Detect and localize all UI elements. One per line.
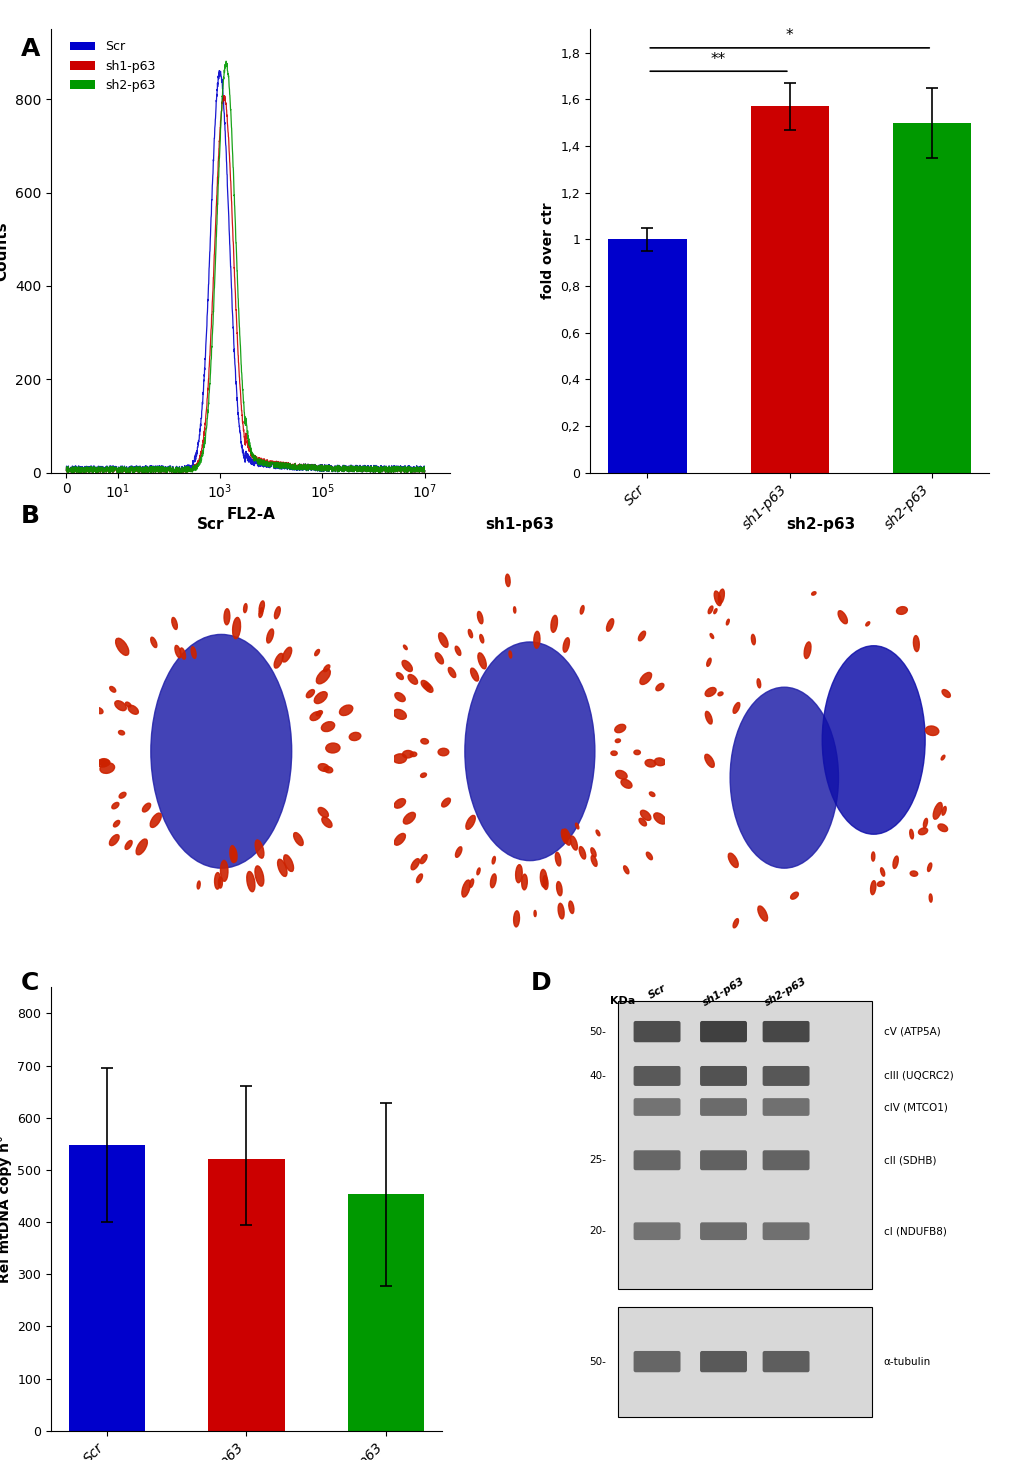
Bar (68, 1145, 146, 1431)
Bar (208, 1159, 284, 1431)
FancyBboxPatch shape (699, 1150, 746, 1171)
FancyBboxPatch shape (762, 1098, 809, 1115)
Text: C: C (20, 971, 39, 994)
FancyBboxPatch shape (762, 1350, 809, 1372)
Text: sh2-p63: sh2-p63 (785, 517, 854, 531)
FancyBboxPatch shape (699, 1350, 746, 1372)
FancyBboxPatch shape (633, 1021, 680, 1042)
FancyBboxPatch shape (699, 1066, 746, 1086)
FancyBboxPatch shape (762, 1021, 809, 1042)
Y-axis label: Counts: Counts (0, 220, 9, 280)
FancyBboxPatch shape (633, 1350, 680, 1372)
FancyBboxPatch shape (699, 1098, 746, 1115)
Text: Scr: Scr (197, 517, 224, 531)
Text: 50-: 50- (589, 1026, 605, 1037)
FancyBboxPatch shape (633, 1222, 680, 1240)
Text: 25-: 25- (589, 1155, 605, 1165)
Legend: Scr, sh1-p63, sh2-p63: Scr, sh1-p63, sh2-p63 (65, 35, 160, 96)
Y-axis label: Rel mtDNA copy n°: Rel mtDNA copy n° (0, 1134, 11, 1283)
FancyBboxPatch shape (618, 1000, 871, 1289)
Text: B: B (20, 504, 40, 527)
FancyBboxPatch shape (762, 1066, 809, 1086)
Bar (347, 1194, 424, 1431)
FancyBboxPatch shape (699, 1222, 746, 1240)
X-axis label: FL2-A: FL2-A (226, 507, 275, 521)
FancyBboxPatch shape (633, 1098, 680, 1115)
FancyBboxPatch shape (618, 1307, 871, 1418)
Text: A: A (20, 36, 40, 60)
Text: D: D (530, 971, 550, 994)
Text: KDa: KDa (609, 996, 635, 1006)
Text: cI (NDUFB8): cI (NDUFB8) (883, 1226, 946, 1237)
Bar (750, 107, 828, 473)
Text: 20-: 20- (589, 1226, 605, 1237)
Text: Scr: Scr (646, 983, 667, 1000)
Text: α-tubulin: α-tubulin (883, 1356, 930, 1367)
Text: cII (SDHB): cII (SDHB) (883, 1155, 935, 1165)
FancyBboxPatch shape (633, 1150, 680, 1171)
FancyBboxPatch shape (633, 1066, 680, 1086)
Text: **: ** (710, 51, 726, 67)
Text: cIV (MTCO1): cIV (MTCO1) (883, 1102, 947, 1113)
Text: cV (ATP5A): cV (ATP5A) (883, 1026, 940, 1037)
Text: sh2-p63: sh2-p63 (762, 975, 808, 1007)
Text: *: * (786, 28, 793, 44)
FancyBboxPatch shape (762, 1222, 809, 1240)
Text: cIII (UQCRC2): cIII (UQCRC2) (883, 1072, 953, 1080)
Text: sh1-p63: sh1-p63 (485, 517, 554, 531)
Text: 40-: 40- (589, 1072, 605, 1080)
Text: 50-: 50- (589, 1356, 605, 1367)
Bar (892, 123, 970, 473)
Text: sh1-p63: sh1-p63 (700, 975, 746, 1007)
FancyBboxPatch shape (762, 1150, 809, 1171)
FancyBboxPatch shape (699, 1021, 746, 1042)
Y-axis label: fold over ctr: fold over ctr (540, 203, 554, 299)
Bar (607, 239, 686, 473)
